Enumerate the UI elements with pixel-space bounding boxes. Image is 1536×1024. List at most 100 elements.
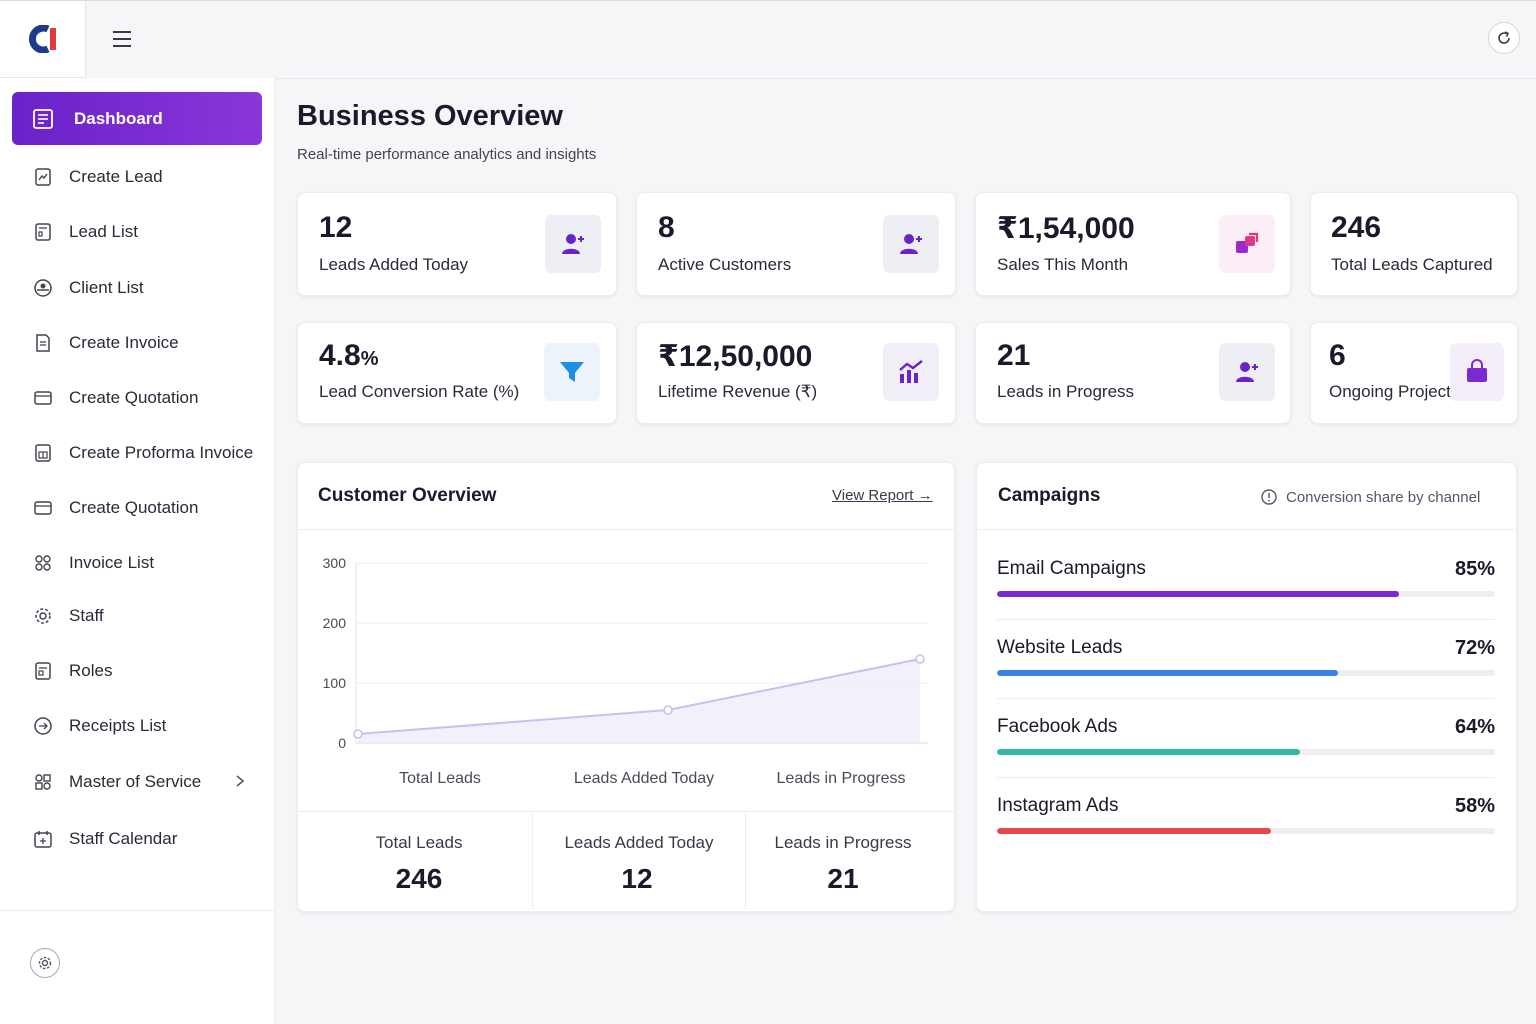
menu-toggle-button[interactable]	[108, 25, 136, 53]
summary-value: 12	[621, 863, 653, 894]
refresh-button[interactable]	[1488, 22, 1520, 54]
quotation-icon	[32, 387, 54, 409]
proforma-icon	[32, 442, 54, 464]
chart-icon	[883, 343, 939, 401]
summary-label: Leads in Progress	[774, 833, 912, 852]
stat-card-ongoing-projects[interactable]: 6 Ongoing Projects	[1310, 322, 1518, 424]
sidebar-item-invoice-list[interactable]: Invoice List	[12, 543, 262, 583]
sidebar-item-label: Master of Service	[69, 772, 202, 791]
stat-card-active-customers[interactable]: 8 Active Customers	[636, 192, 956, 296]
stat-label: Total Leads Captured	[1331, 255, 1493, 274]
funnel-icon	[544, 343, 600, 401]
sidebar-item-master-of-service[interactable]: Master of Service	[12, 762, 262, 802]
stat-card-lifetime-revenue[interactable]: ₹12,50,000 Lifetime Revenue (₹)	[636, 322, 956, 424]
divider	[997, 698, 1495, 699]
page-title: Business Overview	[297, 100, 563, 132]
stat-value: 246	[1331, 211, 1382, 244]
sidebar-item-label: Staff	[69, 606, 104, 625]
campaign-percent: 64%	[1454, 716, 1495, 738]
gear-icon	[38, 956, 52, 970]
sidebar-item-dashboard[interactable]: Dashboard	[12, 92, 262, 145]
series-area	[358, 659, 920, 743]
lead-list-icon	[32, 221, 54, 243]
campaign-percent: 72%	[1454, 637, 1495, 659]
stat-label: Active Customers	[658, 255, 792, 274]
sidebar-item-create-quotation[interactable]: Create Quotation	[12, 378, 262, 418]
sidebar-item-label: Invoice List	[69, 553, 155, 572]
campaign-name: Website Leads	[997, 637, 1123, 658]
stat-card-sales-this-month[interactable]: ₹1,54,000 Sales This Month	[975, 192, 1291, 296]
hamburger-icon	[113, 31, 131, 47]
sidebar-item-label: Roles	[69, 661, 113, 680]
campaign-percent: 85%	[1454, 558, 1495, 580]
stat-unit: %	[360, 348, 379, 370]
data-point[interactable]	[353, 729, 363, 739]
sales-icon	[1219, 215, 1275, 273]
add-user-icon	[1219, 343, 1275, 401]
stat-label: Sales This Month	[997, 255, 1129, 274]
quotation-icon	[32, 497, 54, 519]
page-subtitle: Real-time performance analytics and insi…	[297, 146, 597, 163]
sidebar-item-lead-list[interactable]: Lead List	[12, 212, 262, 252]
x-category-label: Leads in Progress	[777, 770, 906, 787]
divider	[997, 619, 1495, 620]
campaigns-panel: Campaigns Conversion share by channel Em…	[976, 462, 1517, 912]
stat-card-total-leads-captured[interactable]: 246 Total Leads Captured	[1310, 192, 1518, 296]
stat-value: 6	[1329, 339, 1346, 372]
stat-value: ₹1,54,000	[997, 212, 1135, 245]
app-logo[interactable]	[0, 1, 86, 78]
campaign-row[interactable]: Website Leads 72%	[997, 637, 1495, 681]
view-report-link[interactable]: View Report →	[832, 487, 933, 504]
sidebar-item-label: Create Quotation	[69, 388, 199, 407]
campaign-progress-track	[997, 670, 1495, 676]
sidebar-item-create-lead[interactable]: Create Lead	[12, 157, 262, 197]
stat-label: Leads in Progress	[997, 382, 1135, 401]
campaign-progress-track	[997, 749, 1495, 755]
summary-label: Total Leads	[375, 833, 463, 852]
sidebar-item-label: Create Proforma Invoice	[69, 443, 254, 462]
campaign-row[interactable]: Email Campaigns 85%	[997, 558, 1495, 602]
settings-button[interactable]	[30, 948, 60, 978]
refresh-icon	[1498, 31, 1510, 44]
customer-overview-panel: Customer Overview View Report → 300 200 10…	[297, 462, 955, 912]
campaign-progress-fill	[997, 591, 1400, 597]
sidebar-item-staff[interactable]: Staff	[12, 596, 262, 636]
sidebar-item-create-quotation-2[interactable]: Create Quotation	[12, 488, 262, 528]
client-list-icon	[32, 277, 54, 299]
sidebar-item-roles[interactable]: Roles	[12, 651, 262, 691]
sidebar-item-create-invoice[interactable]: Create Invoice	[12, 323, 262, 363]
stat-card-lead-conversion-rate[interactable]: 4.8% Lead Conversion Rate (%)	[297, 322, 617, 424]
campaign-progress-fill	[997, 828, 1272, 834]
services-icon	[32, 771, 54, 793]
sidebar-item-label: Create Quotation	[69, 498, 199, 517]
campaign-progress-track	[997, 591, 1495, 597]
stat-label: Lifetime Revenue (₹)	[658, 382, 818, 401]
invoice-icon	[32, 332, 54, 354]
y-tick-label: 100	[323, 675, 347, 691]
stat-card-leads-in-progress[interactable]: 21 Leads in Progress	[975, 322, 1291, 424]
panel-title: Campaigns	[998, 485, 1101, 506]
sidebar-item-create-proforma-invoice[interactable]: Create Proforma Invoice	[12, 433, 262, 473]
stat-label: Lead Conversion Rate (%)	[319, 382, 520, 401]
sidebar-item-staff-calendar[interactable]: Staff Calendar	[12, 819, 262, 859]
campaign-row[interactable]: Instagram Ads 58%	[997, 795, 1495, 839]
data-point[interactable]	[915, 654, 925, 664]
customer-overview-chart: 300 200 100 0 Total Leads Leads Added Today Le…	[323, 555, 928, 787]
stat-label: Leads Added Today	[319, 255, 469, 274]
data-point[interactable]	[663, 705, 673, 715]
sidebar-item-label: Dashboard	[74, 108, 163, 128]
logo-icon	[28, 25, 56, 53]
y-tick-label: 300	[323, 555, 347, 571]
campaign-progress-fill	[997, 749, 1300, 755]
campaign-progress-track	[997, 828, 1495, 834]
sidebar-item-receipts-list[interactable]: Receipts List	[12, 706, 262, 746]
stat-card-leads-added-today[interactable]: 12 Leads Added Today	[297, 192, 617, 296]
stat-value: 8	[658, 211, 675, 244]
sidebar-item-client-list[interactable]: Client List	[12, 268, 262, 308]
add-user-icon	[545, 215, 601, 273]
grid-icon	[32, 552, 54, 574]
gear-icon	[32, 605, 54, 627]
create-lead-icon	[32, 166, 54, 188]
campaign-row[interactable]: Facebook Ads 64%	[997, 716, 1495, 760]
calendar-icon	[32, 828, 54, 850]
